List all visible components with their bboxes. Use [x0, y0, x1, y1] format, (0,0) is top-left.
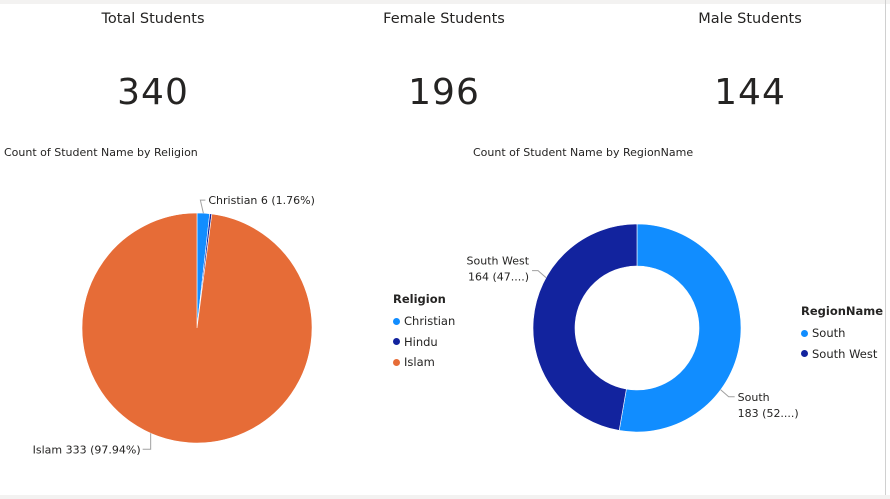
legend-dot-south-west: [801, 350, 808, 358]
religion-legend: Religion Christian Hindu Islam: [393, 292, 455, 373]
legend-dot-islam: [393, 358, 400, 366]
region-slice-south: [618, 223, 742, 433]
male-students-title: Male Students: [698, 11, 802, 27]
female-students-value: 196: [408, 72, 480, 113]
legend-label-south: South: [812, 326, 846, 341]
religion-christian-leader-line: [199, 199, 206, 214]
legend-item-south-west[interactable]: South West: [801, 344, 883, 365]
female-students-card[interactable]: Female Students 196: [314, 0, 574, 130]
page-right-border: [885, 0, 886, 499]
religion-christian-data-label: Christian 6 (1.76%): [208, 194, 315, 207]
legend-label-south-west: South West: [812, 346, 878, 361]
male-students-card[interactable]: Male Students 144: [620, 0, 880, 130]
region-south-west-data-label-value: 164 (47....): [468, 271, 529, 284]
region-slice-south-west: [532, 223, 638, 431]
legend-dot-south: [801, 329, 808, 337]
female-students-title: Female Students: [383, 11, 505, 27]
top-border: [0, 0, 890, 4]
region-south-leader-line: [720, 389, 735, 398]
religion-chart-title: Count of Student Name by Religion: [4, 146, 198, 159]
legend-item-south[interactable]: South: [801, 323, 883, 344]
religion-slice-islam: [81, 212, 313, 444]
region-legend-title: RegionName: [801, 304, 884, 318]
total-students-title: Total Students: [101, 11, 205, 27]
legend-dot-hindu: [393, 338, 400, 346]
bottom-border: [0, 495, 890, 499]
legend-label-christian: Christian: [404, 314, 456, 329]
legend-label-islam: Islam: [404, 355, 435, 370]
region-south-west-leader-line: [532, 270, 547, 278]
region-chart-title: Count of Student Name by RegionName: [473, 146, 694, 159]
legend-dot-christian: [393, 317, 400, 325]
total-students-card[interactable]: Total Students 340: [23, 0, 283, 130]
region-south-data-label-value: 183 (52....): [738, 407, 799, 420]
legend-label-hindu: Hindu: [404, 334, 438, 349]
region-legend: RegionName South South West: [801, 304, 883, 364]
region-south-data-label-name: South: [738, 391, 770, 404]
legend-item-hindu[interactable]: Hindu: [393, 332, 455, 353]
religion-legend-title: Religion: [393, 292, 446, 306]
male-students-value: 144: [714, 72, 786, 113]
religion-islam-data-label: Islam 333 (97.94%): [33, 443, 141, 456]
legend-item-christian[interactable]: Christian: [393, 311, 455, 332]
religion-islam-leader-line: [142, 433, 152, 450]
total-students-value: 340: [117, 72, 189, 113]
region-south-west-data-label-name: South West: [467, 255, 530, 268]
legend-item-islam[interactable]: Islam: [393, 352, 455, 373]
